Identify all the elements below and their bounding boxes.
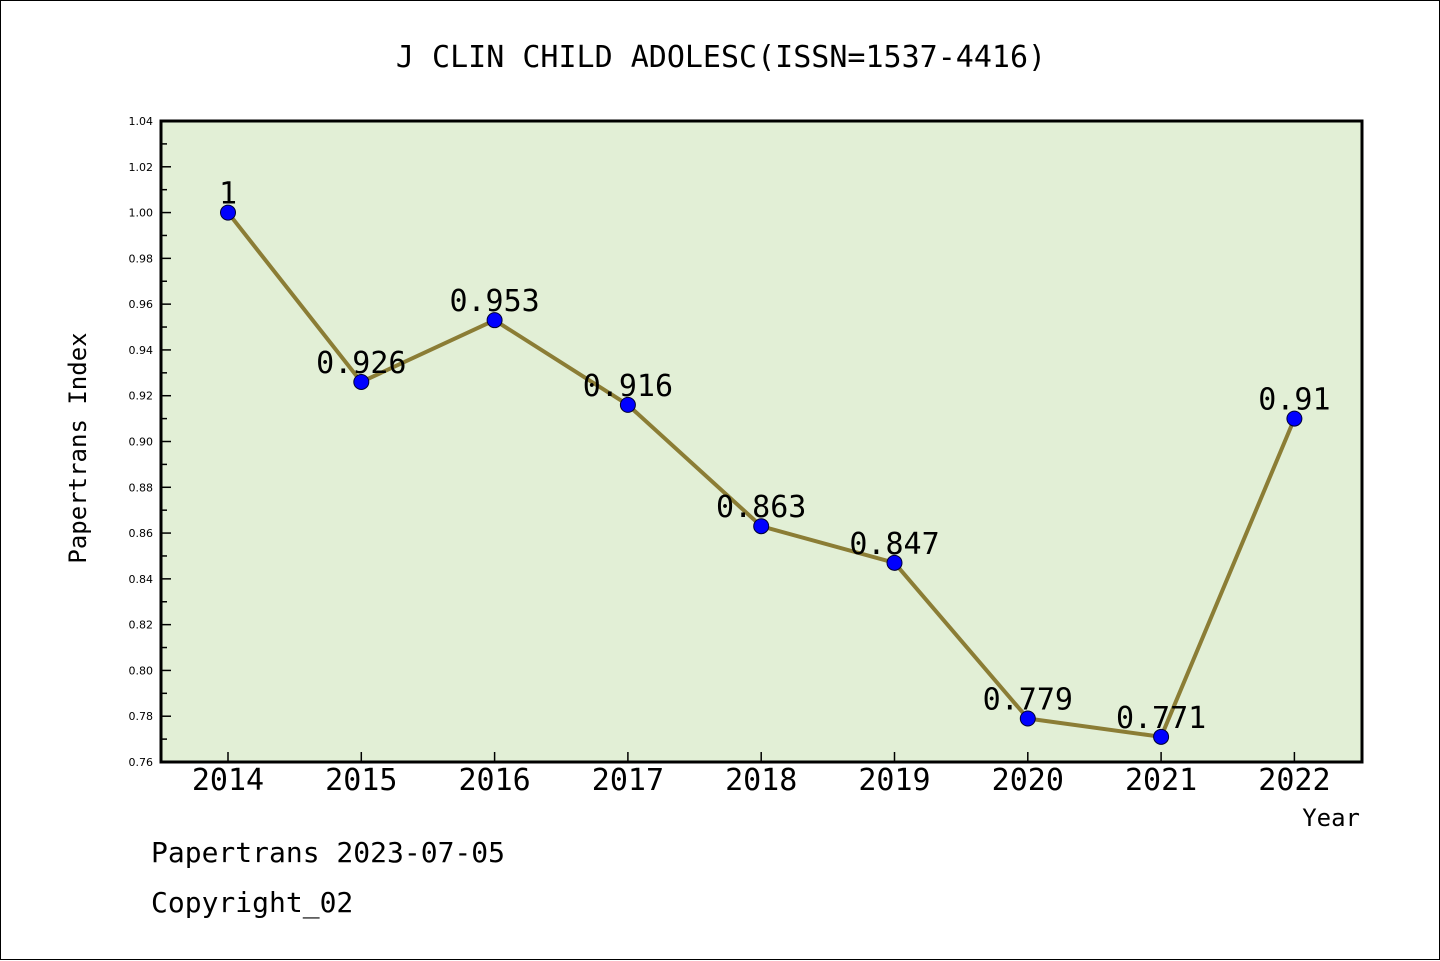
x-tick-label: 2021 bbox=[1125, 763, 1197, 798]
data-point bbox=[619, 396, 636, 413]
y-tick-label: 0.98 bbox=[129, 252, 154, 265]
y-tick-label: 1.02 bbox=[129, 161, 154, 174]
x-tick-label: 2016 bbox=[458, 763, 530, 798]
data-point bbox=[753, 518, 770, 535]
footer-copyright-text: Copyright_02 bbox=[151, 886, 354, 919]
x-tick-label: 2022 bbox=[1258, 763, 1330, 798]
data-markers bbox=[220, 204, 1303, 745]
x-tick-label: 2015 bbox=[325, 763, 397, 798]
data-point bbox=[1153, 728, 1170, 745]
y-tick-label: 0.78 bbox=[129, 710, 154, 723]
y-tick-label: 0.88 bbox=[129, 481, 154, 494]
chart-title: J CLIN CHILD ADOLESC(ISSN=1537-4416) bbox=[396, 40, 1046, 75]
y-tick-label: 0.96 bbox=[129, 298, 154, 311]
data-point bbox=[353, 373, 370, 390]
y-tick-label: 1.00 bbox=[129, 207, 154, 220]
data-labels: 1 0.926 0.953 0.916 0.863 0.847 0.779 0.771 0.91 bbox=[219, 177, 1331, 736]
x-tick-label: 2019 bbox=[858, 763, 930, 798]
data-label: 0.916 bbox=[583, 369, 673, 404]
x-axis: 2014 2015 2016 2017 2018 2019 2020 2021 2022 bbox=[192, 752, 1331, 798]
y-tick-label: 0.76 bbox=[129, 756, 154, 769]
data-point bbox=[1019, 710, 1036, 727]
y-axis: 0.76 0.78 0.80 0.82 0.84 0.86 0.88 0.90 0.92 0.94… bbox=[129, 115, 171, 769]
x-axis-label: Year bbox=[1302, 804, 1360, 832]
y-tick-label: 1.04 bbox=[129, 115, 154, 128]
footer-date-text: Papertrans 2023-07-05 bbox=[151, 836, 506, 869]
data-point bbox=[886, 554, 903, 571]
data-label: 0.953 bbox=[449, 284, 539, 319]
y-tick-label: 0.92 bbox=[129, 390, 154, 403]
data-label: 0.863 bbox=[716, 490, 806, 525]
data-label: 0.926 bbox=[316, 346, 406, 381]
data-label: 0.779 bbox=[983, 683, 1073, 718]
x-tick-label: 2017 bbox=[592, 763, 664, 798]
plot-area bbox=[159, 119, 1364, 764]
y-tick-label: 0.82 bbox=[129, 619, 154, 632]
data-label: 0.847 bbox=[849, 527, 939, 562]
y-tick-label: 0.86 bbox=[129, 527, 154, 540]
x-tick-label: 2018 bbox=[725, 763, 797, 798]
x-tick-label: 2020 bbox=[992, 763, 1064, 798]
data-point bbox=[486, 312, 503, 329]
data-point bbox=[1286, 410, 1303, 427]
y-tick-label: 0.84 bbox=[129, 573, 154, 586]
y-axis-label: Papertrans Index bbox=[64, 332, 92, 563]
y-tick-label: 0.90 bbox=[129, 436, 154, 449]
x-tick-label: 2014 bbox=[192, 763, 264, 798]
y-tick-label: 0.94 bbox=[129, 344, 154, 357]
data-point bbox=[220, 204, 236, 221]
data-label: 0.91 bbox=[1258, 383, 1330, 418]
data-label: 1 bbox=[219, 177, 237, 212]
data-label: 0.771 bbox=[1116, 701, 1206, 736]
y-tick-label: 0.80 bbox=[129, 664, 154, 677]
